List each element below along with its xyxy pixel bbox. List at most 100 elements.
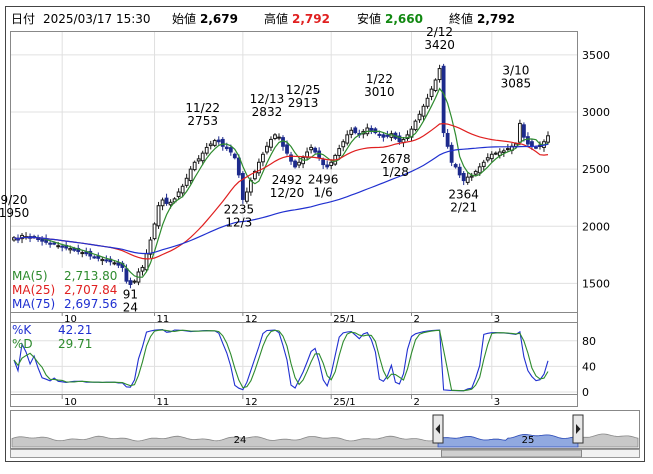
- price-annotation: 2235: [224, 202, 255, 216]
- candle-body: [530, 141, 534, 147]
- candle-body: [156, 205, 161, 227]
- candle-body: [534, 146, 538, 149]
- date-tick-label: 11: [157, 397, 170, 408]
- price-tick-label: 2000: [582, 220, 610, 233]
- candle-body: [220, 138, 225, 147]
- candle-body: [196, 158, 201, 162]
- k-value: 42.21: [58, 323, 92, 337]
- candle-body: [433, 79, 438, 92]
- candle-body: [277, 136, 281, 139]
- candle-body: [92, 256, 97, 259]
- candle-body: [493, 152, 498, 155]
- candle-body: [68, 248, 73, 251]
- candle-body: [232, 153, 237, 159]
- ma5-value: 2,713.80: [64, 269, 117, 283]
- candle-body: [517, 122, 522, 143]
- candle-body: [309, 146, 314, 151]
- ma-legend: MA(5) 2,713.80 MA(25) 2,707.84 MA(75) 2,…: [11, 268, 119, 312]
- candle-body: [437, 68, 442, 81]
- k-label: %K: [12, 323, 32, 337]
- chevron-left-icon: [435, 424, 440, 434]
- price-annotation: 1/22: [366, 72, 393, 86]
- date-tick-label: 2: [413, 314, 419, 325]
- ma75-label: MA(75): [12, 297, 55, 311]
- price-annotation: 2364: [448, 188, 479, 202]
- candle-body: [148, 239, 153, 255]
- price-annotation: 3/10: [502, 63, 529, 77]
- date-tick-label: 25/1: [333, 314, 355, 325]
- candle-body: [413, 120, 418, 131]
- candle-body: [212, 140, 217, 146]
- candle-body: [397, 135, 402, 143]
- navigator-left-handle[interactable]: [432, 414, 444, 444]
- price-tick-label: 3000: [582, 106, 610, 119]
- candle-body: [421, 105, 426, 117]
- candle-body: [425, 97, 430, 107]
- date-tick-label: 25/1: [333, 397, 355, 408]
- stoch-lines: [13, 329, 549, 392]
- candle-body: [257, 161, 261, 174]
- candle-body: [192, 161, 197, 171]
- candle-body: [453, 164, 458, 168]
- price-annotation: 24: [123, 300, 138, 314]
- candle-body: [522, 124, 526, 138]
- candle-body: [112, 262, 117, 265]
- candle-body: [417, 113, 422, 121]
- d-value: 29.71: [58, 337, 92, 351]
- high-value: 2,792: [292, 12, 330, 26]
- candle-body: [349, 129, 354, 135]
- candle-body: [373, 128, 378, 134]
- candle-body: [353, 127, 358, 134]
- candle-body: [180, 185, 185, 194]
- price-annotation: 2496: [308, 173, 339, 187]
- price-annotation: 2678: [380, 152, 411, 166]
- stoch-d-line: [13, 329, 549, 392]
- candle-body: [345, 134, 350, 144]
- candle-body: [176, 191, 181, 198]
- date-axis-strip-1: [10, 312, 578, 323]
- candle-body: [265, 145, 269, 153]
- candle-body: [289, 154, 293, 162]
- stoch-tick-label: 0: [582, 386, 589, 399]
- chevron-right-icon: [576, 424, 581, 434]
- navigator-scrollbar-thumb[interactable]: [441, 449, 582, 458]
- candle-body: [293, 160, 297, 168]
- navigator-labels: 24 25: [234, 435, 535, 446]
- candle-body: [297, 161, 301, 166]
- navigator-selection: [437, 434, 579, 448]
- candle-body: [104, 259, 109, 262]
- candle-body: [160, 199, 165, 207]
- candle-body: [240, 172, 245, 200]
- candle-body: [505, 148, 510, 151]
- candle-body: [341, 141, 346, 148]
- date-tick-label: 12: [245, 314, 258, 325]
- candle-body: [465, 176, 470, 183]
- navigator-right-handle[interactable]: [572, 414, 584, 444]
- date-label: 日付: [11, 12, 35, 26]
- candle-body: [457, 166, 462, 176]
- candle-body: [116, 262, 121, 266]
- date-axis-1: 10 11 12 25/1 2 3: [61, 312, 500, 325]
- candle-body: [216, 139, 221, 143]
- candle-body: [281, 137, 285, 147]
- candle-body: [385, 134, 390, 137]
- candle-body: [224, 146, 229, 150]
- candle-body: [329, 161, 334, 166]
- candle-body: [461, 172, 466, 182]
- candle-body: [526, 136, 530, 145]
- ma5-line: [13, 87, 549, 278]
- candle-body: [36, 238, 40, 241]
- header-bar: 日付 2025/03/17 15:30 始値 2,679 高値 2,792 安値…: [11, 11, 515, 26]
- candle-body: [377, 133, 382, 136]
- candle-body: [140, 266, 145, 272]
- candle-body: [72, 248, 77, 251]
- navigator-scrollbar-track[interactable]: [10, 449, 640, 458]
- candle-body: [501, 150, 506, 153]
- candle-body: [96, 255, 101, 259]
- candle-body: [381, 134, 386, 138]
- price-annotations: 9/20195011/22275312/13283212/2529131/223…: [0, 25, 531, 314]
- price-annotation: 3010: [364, 85, 395, 99]
- candle-body: [184, 177, 189, 186]
- candle-body: [144, 253, 149, 271]
